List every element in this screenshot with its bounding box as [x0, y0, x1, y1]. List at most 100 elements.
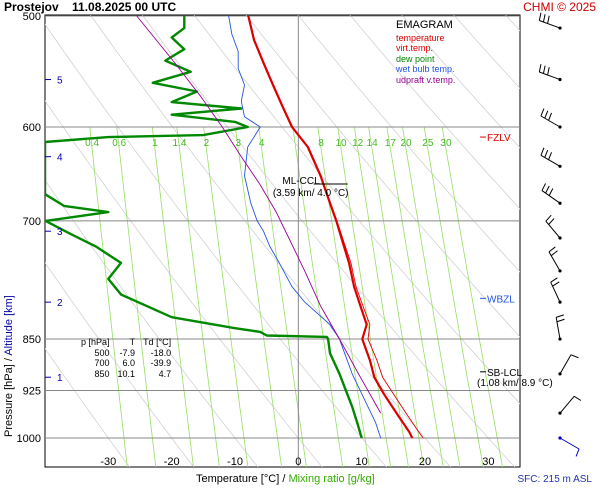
wind-barb [558, 436, 580, 457]
wind-barb-staff [545, 220, 561, 239]
wind-barb-feather [548, 218, 555, 225]
fzlv-label: FZLV [487, 133, 511, 144]
mixing-ratio-label: 25 [422, 138, 434, 149]
table-cell: 700 [94, 358, 110, 368]
temperature-tick-label: -10 [227, 456, 243, 468]
legend: EMAGRAM temperature virt.temp. dew point… [396, 20, 455, 85]
mixing-ratio-label: 12 [352, 138, 364, 149]
mixing-ratio-line [368, 126, 425, 467]
wind-barb-feather [545, 185, 550, 194]
temperature-tick-label: -30 [100, 456, 116, 468]
mixing-ratio-label: 1 [152, 138, 158, 149]
dry-adiabat [401, 15, 520, 149]
wind-barb-feather [575, 448, 580, 457]
temperature-tick-label: 10 [356, 456, 368, 468]
temperature-tick-label: 30 [482, 456, 494, 468]
mixing-ratio-line [203, 126, 249, 467]
mixing-ratio-line [386, 126, 444, 467]
wind-barb-feather [541, 183, 547, 191]
mixing-ratio-label: 17 [385, 138, 397, 149]
table-row: 700 6.0 -39.9 [77, 358, 175, 369]
wind-barb [558, 354, 579, 376]
legend-title: EMAGRAM [396, 19, 453, 31]
wind-barb [545, 214, 562, 240]
wind-barb [538, 64, 562, 82]
wind-barbs [538, 12, 582, 457]
wind-barb-feather [556, 314, 564, 318]
table-cell: 4.7 [158, 368, 172, 379]
wind-barb [540, 108, 562, 129]
wind-barb-feather [538, 64, 542, 73]
wind-barb-feather [556, 318, 565, 323]
table-header-row: p [hPa] T Td [°C] [77, 337, 175, 348]
wind-barb-feather [547, 15, 550, 24]
mixing-ratio-line [151, 126, 194, 467]
wind-barb-feather [547, 67, 550, 76]
temperature-tick-label: -20 [164, 456, 180, 468]
mixing-ratio-label: 8 [318, 138, 324, 149]
legend-dew-point: dew point [396, 53, 435, 64]
mixing-ratio-line [116, 126, 157, 467]
wind-barb-feather [548, 112, 553, 121]
wind-barb [541, 183, 562, 205]
table-cell: -7.9 [119, 347, 136, 358]
wind-barb-feather [540, 147, 545, 156]
mixing-ratio-line [441, 126, 503, 467]
axis-labels: 0.4 0.6 1 1.4 2 3 4 8 10 12 14 17 20 25 30500600700850… [17, 11, 553, 468]
mixing-ratio-label: 10 [335, 138, 347, 149]
wind-barb-staff [539, 20, 561, 29]
wind-barb-staff [539, 71, 561, 81]
wind-barb [550, 277, 562, 304]
legend-updraft: udpraft v.temp. [396, 74, 456, 85]
lcl-detail-label: (1.08 km/ 8.9 °C) [477, 378, 553, 389]
mixing-ratio-label: 14 [367, 138, 379, 149]
mixing-ratio-line [337, 126, 392, 467]
dry-adiabat [45, 347, 130, 467]
wind-barb-feather [550, 277, 558, 283]
dry-adiabat [349, 15, 520, 210]
wind-barb-staff [550, 281, 561, 303]
wind-barb-feather [545, 214, 552, 222]
dry-adiabat [45, 100, 323, 467]
wind-barb-feather [538, 12, 542, 21]
wind-barb-feather [540, 108, 545, 117]
pressure-tick-label: 1000 [17, 433, 41, 445]
wind-barb-staff [540, 154, 561, 167]
mixing-ratio-label: 2 [204, 138, 210, 149]
ccl-label: ML-CCL [282, 176, 320, 187]
mixing-ratio-label: 4 [259, 138, 265, 149]
wind-barb-feather [548, 188, 554, 196]
table-row: 850 10.1 4.7 [77, 369, 175, 380]
dry-adiabat [45, 262, 195, 467]
wind-barb-staff [541, 190, 561, 204]
table-header: Td [°C] [143, 337, 172, 347]
station-title: Prostejov 11.08.2025 00 UTC [4, 0, 177, 14]
dry-adiabats [45, 0, 600, 468]
wind-barb-station [558, 436, 562, 440]
wind-barb-staff [540, 115, 561, 128]
wind-barb-station [558, 164, 562, 168]
legend-temperature: temperature [396, 32, 445, 43]
altitude-tick-label: 5 [57, 76, 63, 87]
dry-adiabat [89, 15, 452, 467]
wind-barb-station [558, 269, 562, 273]
altitude-tick-label: 3 [57, 227, 63, 238]
mixing-ratio-lines [89, 126, 503, 467]
wind-barb [558, 395, 582, 415]
pressure-tick-label: 925 [23, 386, 41, 398]
mixing-ratio-line [423, 126, 484, 467]
dry-adiabat [587, 0, 600, 468]
wind-barb [548, 246, 562, 273]
table-row: 500 -7.9 -18.0 [77, 348, 175, 359]
mixing-ratio-label: 20 [401, 138, 413, 149]
mixing-ratio-line [176, 126, 220, 467]
pressure-tick-label: 600 [23, 122, 41, 134]
wind-barb-station [558, 337, 562, 341]
legend-virt-temp: virt.temp. [396, 43, 434, 53]
altitude-tick-label: 1 [57, 373, 63, 384]
altitude-tick-label: 4 [57, 153, 63, 164]
dry-adiabat [505, 15, 520, 32]
wbzl-label: WBZL [487, 294, 515, 305]
mixing-ratio-label: 30 [440, 138, 452, 149]
